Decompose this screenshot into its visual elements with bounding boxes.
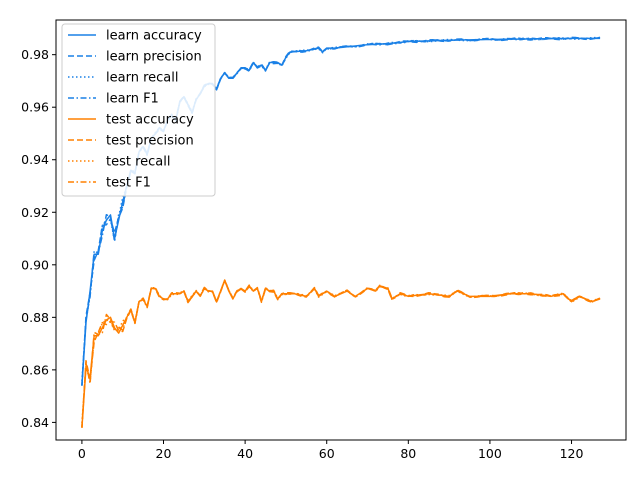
legend-label: learn recall: [106, 71, 178, 86]
x-tick-label: 40: [237, 446, 253, 461]
x-tick-label: 0: [78, 446, 86, 461]
legend-label: test accuracy: [106, 113, 194, 128]
y-tick-label: 0.86: [21, 362, 49, 377]
x-tick-label: 20: [156, 446, 172, 461]
y-tick-label: 0.92: [21, 205, 49, 220]
plot-frame: [55, 19, 627, 441]
legend-label: learn precision: [106, 50, 202, 65]
y-tick-label: 0.94: [21, 152, 49, 167]
y-tick-label: 0.84: [21, 415, 49, 430]
y-tick-label: 0.98: [21, 47, 49, 62]
x-tick-label: 80: [400, 446, 416, 461]
x-tick-label: 120: [560, 446, 584, 461]
legend-label: test F1: [106, 176, 151, 191]
legend-label: learn F1: [106, 92, 159, 107]
y-tick-label: 0.88: [21, 310, 49, 325]
legend-box: [61, 23, 216, 197]
y-tick-label: 0.96: [21, 100, 49, 115]
y-tick-label: 0.90: [21, 257, 49, 272]
legend: learn accuracy learn precision learn recal…: [61, 23, 216, 197]
legend-label: test precision: [106, 134, 194, 149]
series-line-test-recall: [81, 279, 601, 423]
x-tick-label: 100: [478, 446, 502, 461]
series-line-learn-precision: [81, 36, 601, 386]
legend-label: test recall: [106, 155, 171, 170]
legend-label: learn accuracy: [106, 29, 202, 44]
axes-layer: 0 20 40 60 80 100 120 0.84 0.86 0.88 0.90 0.92 0.94 0…: [21, 19, 627, 461]
x-tick-label: 60: [319, 446, 335, 461]
series-line-test-f1: [81, 279, 601, 428]
